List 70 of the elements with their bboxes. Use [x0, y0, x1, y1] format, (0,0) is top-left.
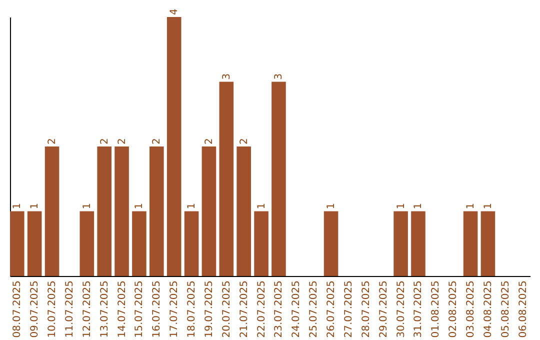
bar: [324, 211, 338, 276]
x-tick-label: 21.07.2025: [238, 280, 250, 338]
data-label: 1: [82, 202, 93, 210]
bar: [114, 146, 129, 276]
x-tick-label: 13.07.2025: [99, 280, 110, 338]
data-label: 1: [30, 202, 41, 210]
data-label: 2: [204, 138, 215, 144]
data-label: 1: [12, 202, 24, 210]
x-tick-label: 30.07.2025: [396, 280, 407, 338]
x-tick-label: 01.08.2025: [430, 280, 442, 338]
data-label: 3: [221, 73, 232, 80]
x-tick-label: 05.08.2025: [500, 280, 512, 338]
x-tick-label: 28.07.2025: [360, 280, 372, 338]
bar: [97, 146, 112, 276]
data-label: 4: [169, 8, 180, 15]
x-tick-label: 09.07.2025: [30, 280, 41, 338]
bar: [27, 211, 42, 276]
bar: [411, 211, 426, 276]
data-label: 1: [466, 202, 477, 210]
x-tick-label: 20.07.2025: [221, 280, 232, 338]
x-tick-label: 14.07.2025: [116, 280, 128, 338]
bar: [80, 211, 94, 276]
bar: [219, 82, 234, 276]
x-tick-label: 10.07.2025: [47, 280, 58, 338]
x-tick-label: 19.07.2025: [204, 280, 215, 338]
bar: [272, 82, 286, 276]
bar: [463, 211, 478, 276]
data-label: 1: [186, 202, 198, 210]
x-tick-label: 29.07.2025: [378, 280, 390, 338]
x-tick-label: 04.08.2025: [482, 280, 494, 338]
x-tick-label: 23.07.2025: [274, 280, 285, 338]
x-tick-label: 24.07.2025: [291, 280, 302, 338]
bar: [236, 146, 251, 276]
x-tick-label: 31.07.2025: [413, 280, 424, 338]
x-tick-label: 15.07.2025: [134, 280, 146, 338]
x-tick-label: 03.08.2025: [466, 280, 477, 338]
data-label: 1: [396, 202, 407, 210]
x-tick-label: 25.07.2025: [308, 280, 320, 338]
data-label: 1: [413, 202, 424, 210]
data-label: 2: [47, 138, 58, 144]
x-tick-label: 22.07.2025: [256, 280, 268, 338]
x-tick-label: 26.07.2025: [326, 280, 338, 338]
bar: [394, 211, 408, 276]
x-tick-label: 27.07.2025: [343, 280, 354, 338]
x-tick-label: 16.07.2025: [152, 280, 163, 338]
data-label: 2: [152, 138, 163, 144]
data-label: 3: [274, 73, 285, 80]
bar: [254, 211, 268, 276]
bar: [184, 211, 199, 276]
data-label: 2: [99, 138, 110, 144]
data-label: 1: [256, 202, 268, 210]
data-label: 2: [116, 138, 128, 144]
bar: [10, 211, 24, 276]
bar: [150, 146, 164, 276]
x-tick-label: 11.07.2025: [64, 280, 76, 338]
x-tick-label: 18.07.2025: [186, 280, 198, 338]
data-label: 1: [482, 202, 494, 210]
x-tick-label: 17.07.2025: [169, 280, 180, 338]
x-tick-label: 02.08.2025: [448, 280, 460, 338]
bar: [132, 211, 146, 276]
data-label: 1: [134, 202, 146, 210]
bar: [480, 211, 496, 276]
x-tick-label: 08.07.2025: [12, 280, 24, 338]
bar: [44, 146, 60, 276]
data-label: 2: [238, 138, 250, 144]
x-tick-label: 12.07.2025: [82, 280, 93, 338]
bar: [202, 146, 216, 276]
bar: [166, 17, 182, 276]
x-tick-label: 06.08.2025: [518, 280, 529, 338]
data-label: 1: [326, 202, 338, 210]
